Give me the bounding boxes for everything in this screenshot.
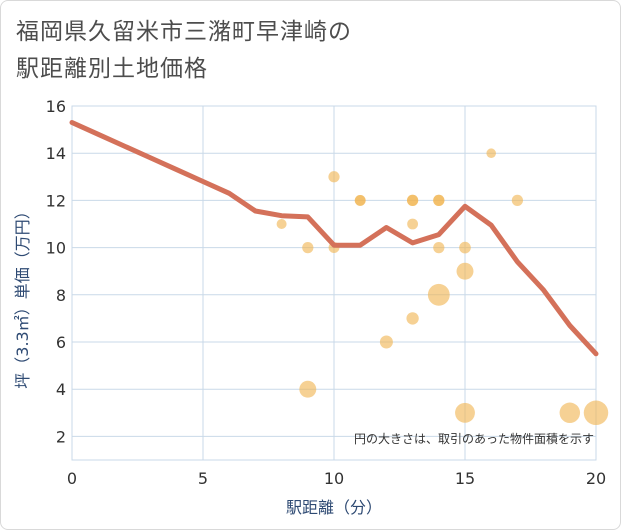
y-tick-label: 10 — [46, 239, 66, 258]
x-tick-label: 20 — [586, 469, 606, 488]
x-tick-label: 5 — [198, 469, 208, 488]
bubble-point — [427, 283, 450, 306]
x-tick-label: 10 — [324, 469, 344, 488]
title-line-1: 福岡県久留米市三潴町早津崎の — [16, 19, 352, 45]
bubble-point — [407, 218, 419, 230]
bubble-point — [354, 194, 366, 206]
y-axis-ticks: 2 4 6 8 10 12 14 16 — [46, 97, 66, 446]
bubble-point — [433, 194, 445, 207]
bubble-point — [583, 400, 609, 426]
bubble-point — [433, 241, 445, 254]
x-tick-label: 0 — [67, 469, 77, 488]
bubble-point — [559, 402, 581, 424]
bubble-point — [456, 262, 474, 280]
grid — [71, 105, 597, 461]
bubble-series — [276, 148, 609, 426]
x-tick-label: 15 — [455, 469, 475, 488]
y-axis-label: 坪（3.3㎡）単価（万円） — [13, 203, 32, 388]
bubble-point — [276, 219, 287, 229]
bubble-point — [299, 380, 317, 398]
y-tick-label: 6 — [56, 333, 66, 352]
y-tick-label: 2 — [56, 427, 66, 446]
bubble-point — [406, 312, 419, 325]
trend-line — [69, 120, 599, 357]
bubble-point — [379, 335, 393, 349]
bubble-point — [328, 171, 340, 183]
x-axis-ticks: 0 5 10 15 20 — [67, 469, 606, 488]
bubble-point — [486, 148, 496, 158]
title-line-2: 駅距離別土地価格 — [16, 56, 208, 82]
y-tick-label: 12 — [46, 191, 66, 210]
bubble-point — [455, 402, 475, 423]
bubble-point — [406, 194, 419, 207]
y-tick-label: 14 — [46, 144, 66, 163]
bubble-point — [459, 241, 471, 254]
y-tick-label: 16 — [46, 97, 66, 116]
y-tick-label: 4 — [56, 380, 66, 399]
chart-title: 福岡県久留米市三潴町早津崎の 駅距離別土地価格 — [16, 14, 352, 88]
bubble-point — [511, 194, 524, 207]
bubble-point — [302, 241, 314, 254]
y-tick-label: 8 — [56, 286, 66, 305]
size-note: 円の大きさは、取引のあった物件面積を示す — [354, 431, 594, 446]
x-axis-label: 駅距離（分） — [286, 498, 382, 517]
trend-line-series — [69, 120, 599, 357]
